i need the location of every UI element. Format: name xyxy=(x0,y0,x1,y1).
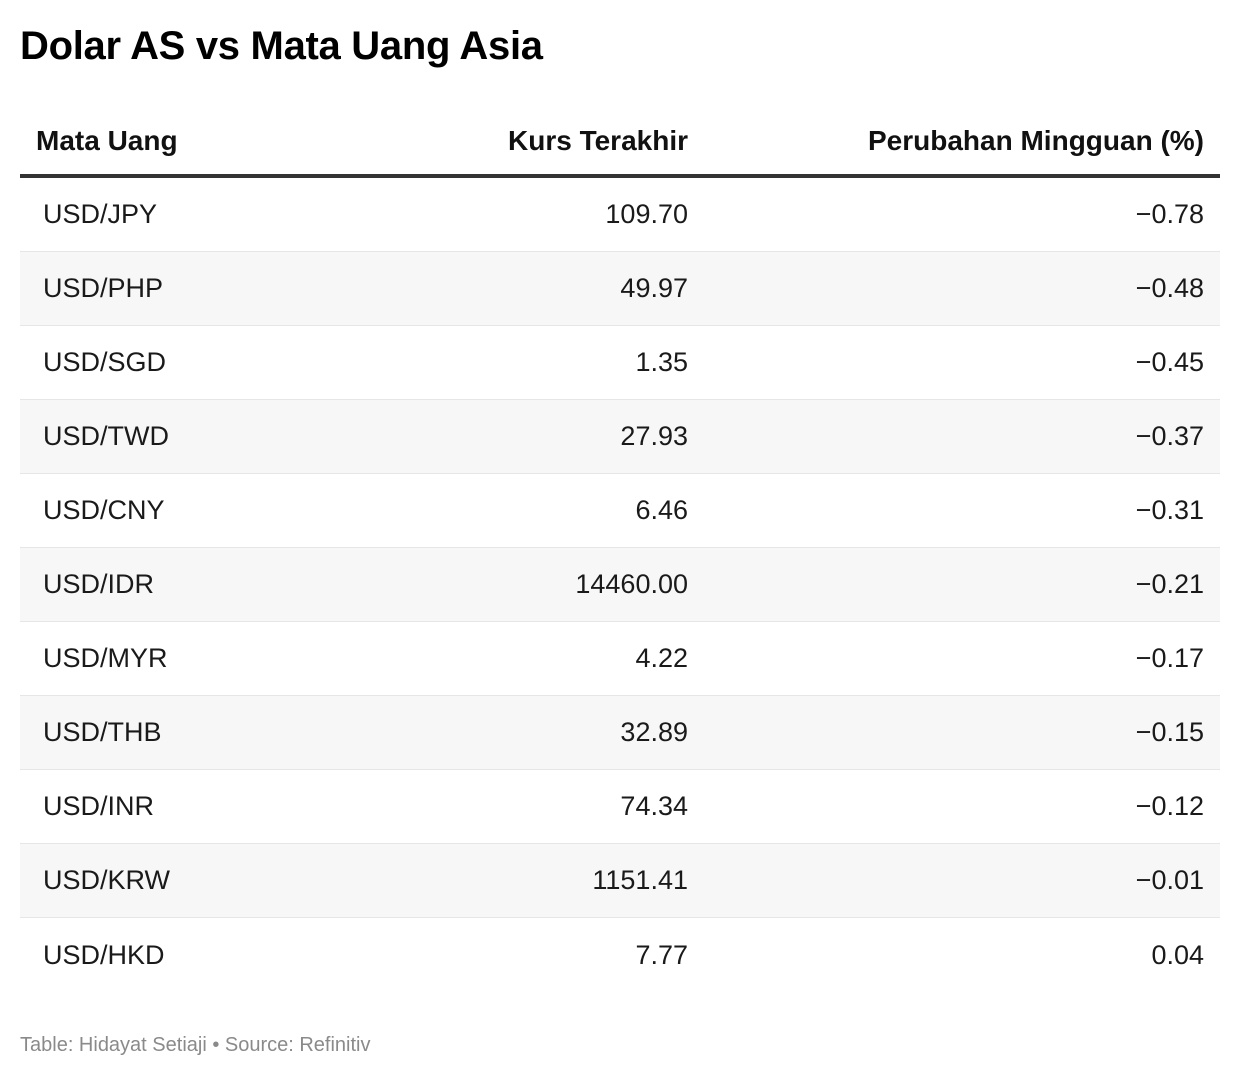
table-row: USD/SGD 1.35 −0.45 xyxy=(20,326,1220,400)
cell-currency: USD/THB xyxy=(43,717,162,747)
table-row: USD/THB 32.89 −0.15 xyxy=(20,696,1220,770)
cell-last-rate: 1151.41 xyxy=(592,865,688,895)
cell-currency: USD/JPY xyxy=(43,199,158,229)
cell-currency: USD/MYR xyxy=(43,643,168,673)
cell-last-rate: 27.93 xyxy=(620,421,688,451)
table-header-row: Mata Uang Kurs Terakhir Perubahan Minggu… xyxy=(20,108,1220,178)
cell-currency: USD/TWD xyxy=(43,421,169,451)
table-row: USD/IDR 14460.00 −0.21 xyxy=(20,548,1220,622)
cell-weekly-change: −0.21 xyxy=(1135,569,1204,599)
header-currency: Mata Uang xyxy=(36,125,178,156)
cell-last-rate: 7.77 xyxy=(635,939,688,970)
cell-weekly-change: 0.04 xyxy=(1151,939,1204,970)
cell-weekly-change: −0.45 xyxy=(1135,347,1204,377)
cell-last-rate: 6.46 xyxy=(635,495,688,525)
cell-currency: USD/SGD xyxy=(43,347,167,377)
cell-last-rate: 1.35 xyxy=(635,347,688,377)
table-row: USD/MYR 4.22 −0.17 xyxy=(20,622,1220,696)
table-row: USD/INR 74.34 −0.12 xyxy=(20,770,1220,844)
header-weekly-change: Perubahan Mingguan (%) xyxy=(868,125,1204,156)
table-row: USD/HKD 7.77 0.04 xyxy=(20,918,1220,992)
table-row: USD/KRW 1151.41 −0.01 xyxy=(20,844,1220,918)
cell-weekly-change: −0.78 xyxy=(1135,199,1204,229)
chart-title: Dolar AS vs Mata Uang Asia xyxy=(20,24,543,68)
cell-last-rate: 74.34 xyxy=(620,791,688,821)
cell-weekly-change: −0.15 xyxy=(1135,717,1204,747)
source-credit: Table: Hidayat Setiaji • Source: Refinit… xyxy=(20,1034,371,1056)
currency-table: Mata Uang Kurs Terakhir Perubahan Minggu… xyxy=(20,108,1220,992)
cell-weekly-change: −0.01 xyxy=(1135,865,1204,895)
table-row: USD/JPY 109.70 −0.78 xyxy=(20,178,1220,252)
header-last-rate: Kurs Terakhir xyxy=(508,125,688,156)
cell-last-rate: 109.70 xyxy=(605,199,688,229)
cell-weekly-change: −0.48 xyxy=(1135,273,1204,303)
cell-currency: USD/IDR xyxy=(43,569,155,599)
cell-currency: USD/KRW xyxy=(43,865,171,895)
cell-last-rate: 4.22 xyxy=(635,643,688,673)
cell-weekly-change: −0.37 xyxy=(1135,421,1204,451)
cell-currency: USD/HKD xyxy=(43,939,165,970)
table-body: USD/JPY 109.70 −0.78 USD/PHP 49.97 −0.48 USD/S… xyxy=(20,178,1220,992)
cell-weekly-change: −0.12 xyxy=(1135,791,1204,821)
cell-last-rate: 32.89 xyxy=(620,717,688,747)
table-row: USD/TWD 27.93 −0.37 xyxy=(20,400,1220,474)
table-row: USD/CNY 6.46 −0.31 xyxy=(20,474,1220,548)
cell-weekly-change: −0.31 xyxy=(1135,495,1204,525)
cell-last-rate: 14460.00 xyxy=(575,569,688,599)
cell-currency: USD/PHP xyxy=(43,273,164,303)
cell-currency: USD/INR xyxy=(43,791,155,821)
cell-currency: USD/CNY xyxy=(43,495,165,525)
cell-last-rate: 49.97 xyxy=(620,273,688,303)
cell-weekly-change: −0.17 xyxy=(1135,643,1204,673)
table-row: USD/PHP 49.97 −0.48 xyxy=(20,252,1220,326)
